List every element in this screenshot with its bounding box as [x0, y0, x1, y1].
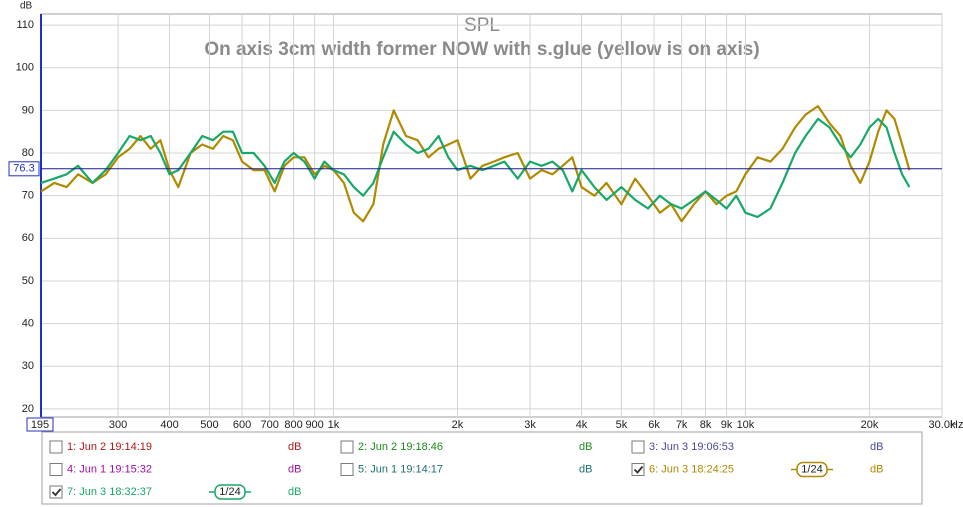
x-tick-label: 300: [109, 419, 127, 431]
legend-label: 3: Jun 3 19:06:53: [649, 441, 734, 453]
legend-checkbox[interactable]: [340, 440, 354, 454]
legend-checkbox[interactable]: [631, 463, 645, 476]
legend-label: 6: Jun 3 18:24:25: [649, 463, 734, 475]
x-tick-label: 600: [233, 419, 251, 431]
legend-checkbox[interactable]: [49, 485, 63, 499]
x-tick-label: 3k: [524, 419, 536, 431]
legend-unit: dB: [288, 486, 301, 498]
legend-unit: dB: [870, 463, 883, 475]
y-tick-label: 110: [16, 19, 34, 31]
legend-unit: dB: [288, 441, 301, 453]
x-tick-label: 7k: [676, 419, 688, 431]
legend-unit: dB: [579, 441, 592, 453]
reference-box: [8, 161, 40, 177]
legend-checkbox[interactable]: [49, 463, 63, 476]
check-mark: [633, 465, 644, 474]
smoothing-label: 1/24: [219, 486, 240, 498]
smoothing-label: 1/24: [801, 463, 822, 475]
x-tick-label: 30.0k: [929, 419, 956, 431]
y-tick-label: 100: [16, 62, 34, 74]
x-tick-label: 9k: [721, 419, 733, 431]
chart-subtitle: On axis 3cm width former NOW with s.glue…: [204, 39, 759, 60]
x-tick-label: 1k: [328, 419, 340, 431]
legend-label: 2: Jun 2 19:18:46: [358, 441, 443, 453]
y-tick-label: 60: [22, 232, 34, 244]
legend-unit: dB: [579, 463, 592, 475]
legend-label: 4: Jun 1 19:15:32: [67, 463, 152, 475]
y-tick-label: 40: [22, 318, 34, 330]
y-tick-label: 80: [22, 147, 34, 159]
legend-label: 5: Jun 1 19:14:17: [358, 463, 443, 475]
reference-label: 76.3: [13, 163, 34, 175]
x-tick-label: 2k: [452, 419, 464, 431]
legend-unit: dB: [870, 441, 883, 453]
y-tick-label: 90: [22, 104, 34, 116]
data-line: [40, 105, 911, 223]
x-unit: Hz: [950, 419, 963, 431]
plot-area: [40, 13, 943, 418]
y-tick-label: 30: [22, 360, 34, 372]
data-line: [40, 117, 911, 219]
x-tick-label: 400: [160, 419, 178, 431]
y-unit: dB: [20, 1, 33, 12]
y-tick-label: 20: [22, 403, 34, 415]
x-tick-label: 10k: [737, 419, 755, 431]
legend-checkbox[interactable]: [49, 440, 63, 454]
x-tick-label: 8k: [700, 419, 712, 431]
x-tick-label: 800: [284, 419, 302, 431]
legend-label: 7: Jun 3 18:32:37: [67, 486, 152, 498]
legend-checkbox[interactable]: [631, 440, 645, 454]
legend-checkbox[interactable]: [340, 463, 354, 476]
x-tick-label: 500: [200, 419, 218, 431]
x-tick-label: 700: [260, 419, 278, 431]
x-tick-label: 195: [31, 419, 49, 431]
x-tick-label: 6k: [648, 419, 660, 431]
y-tick-label: 50: [22, 275, 34, 287]
legend-unit: dB: [288, 463, 301, 475]
x-tick-label: 900: [305, 419, 323, 431]
x-tick-label: 5k: [616, 419, 628, 431]
legend-panel: [41, 431, 923, 505]
x-start-box: [26, 417, 54, 432]
y-tick-label: 70: [22, 190, 34, 202]
x-tick-label: 20k: [861, 419, 879, 431]
legend-label: 1: Jun 2 19:14:19: [67, 441, 152, 453]
check-mark: [51, 488, 62, 497]
x-tick-label: 4k: [576, 419, 588, 431]
